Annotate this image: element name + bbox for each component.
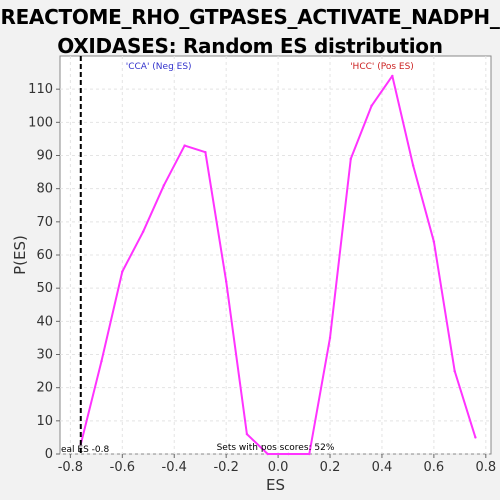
y-tick-label: 100: [28, 115, 53, 130]
chart-title-line-1: REACTOME_RHO_GTPASES_ACTIVATE_NADPH_: [0, 5, 500, 29]
x-tick-label: -0.4: [162, 460, 187, 475]
pos-es-annotation: 'HCC' (Pos ES): [350, 62, 414, 72]
series-point: [100, 359, 103, 363]
annotations: eal ES -0.8 'CCA' (Neg ES) 'HCC' (Pos ES) S…: [61, 56, 414, 455]
series-point: [411, 164, 415, 167]
y-tick-label: 40: [36, 314, 53, 329]
series-point: [453, 369, 456, 373]
x-tick-label: 0.8: [475, 460, 496, 475]
series-point: [162, 184, 166, 187]
neg-es-annotation: 'CCA' (Neg ES): [126, 62, 192, 72]
x-axis-label: ES: [266, 476, 285, 494]
series-point: [474, 436, 477, 439]
y-axis-label: P(ES): [11, 235, 29, 275]
y-tick-label: 110: [28, 82, 53, 97]
y-tick-label: 0: [45, 447, 53, 462]
series-point: [349, 157, 352, 161]
x-tick-label: -0.6: [110, 460, 135, 475]
real-es-label: eal ES -0.8: [61, 445, 110, 455]
series-point: [141, 230, 145, 233]
x-tick-label: 0.2: [320, 460, 341, 475]
series-point: [391, 74, 394, 78]
series-line: [79, 74, 477, 455]
y-tick-label: 50: [36, 281, 53, 296]
x-tick-label: 0.6: [424, 460, 445, 475]
x-tick-label: -0.8: [58, 460, 83, 475]
pos-scores-note: Sets with pos scores: 52%: [217, 443, 335, 453]
chart-title-line-2: OXIDASES: Random ES distribution: [57, 34, 443, 58]
series-point: [183, 144, 186, 147]
series-point: [266, 452, 269, 456]
y-tick-label: 30: [36, 348, 53, 363]
series-point: [328, 336, 332, 340]
series-point: [370, 104, 373, 107]
series-point: [121, 270, 124, 273]
x-tick-label: 0.0: [268, 460, 289, 475]
series-point: [224, 280, 228, 283]
series-layer: [79, 74, 477, 456]
y-tick-label: 90: [36, 149, 53, 164]
grid-lines: [60, 56, 491, 455]
y-tick-label: 80: [36, 182, 53, 197]
series-point: [432, 240, 436, 243]
x-tick-label: -0.2: [213, 460, 238, 475]
axes: 0 10 20 30 40 50 60 70 80 90 100 110 -0.8 -0.6 -0.4 -0.…: [28, 82, 496, 475]
y-tick-label: 70: [36, 215, 53, 230]
x-tick-label: 0.4: [372, 460, 393, 475]
series-point: [287, 452, 290, 456]
y-tick-label: 20: [36, 381, 53, 396]
series-point: [308, 452, 311, 456]
y-tick-label: 60: [36, 248, 53, 263]
series-point: [204, 150, 207, 154]
y-tick-label: 10: [36, 414, 53, 429]
series-point: [245, 432, 249, 436]
chart-title: REACTOME_RHO_GTPASES_ACTIVATE_NADPH_ OXI…: [0, 0, 500, 61]
